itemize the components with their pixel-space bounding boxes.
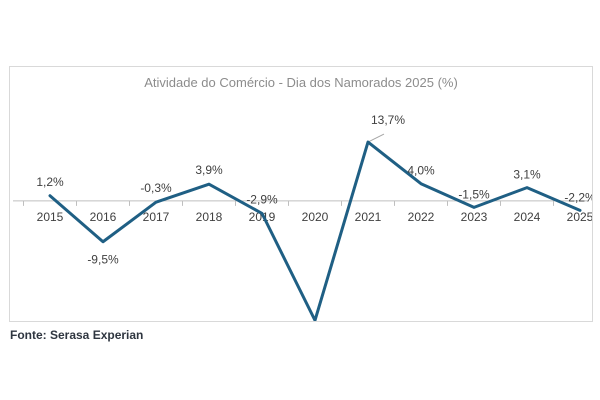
data-label: 4,0% — [407, 164, 435, 178]
x-tick-label: 2025 — [567, 210, 592, 224]
chart-frame: Atividade do Comércio - Dia dos Namorado… — [9, 66, 593, 322]
data-label: 13,7% — [371, 113, 405, 127]
x-tick-label: 2015 — [37, 210, 64, 224]
label-leader — [367, 133, 385, 143]
x-tick-label: 2022 — [408, 210, 435, 224]
series-line — [48, 140, 582, 321]
x-axis-tick-labels: 2015 2016 2017 2018 2019 2020 2021 2022 2023 2024… — [37, 210, 592, 224]
x-tick-label: 2024 — [514, 210, 541, 224]
data-label: 1,2% — [36, 175, 64, 189]
data-label: -2,2% — [564, 190, 592, 204]
x-tick-label: 2021 — [355, 210, 382, 224]
source-note: Fonte: Serasa Experian — [10, 328, 144, 342]
data-label: -2,9% — [246, 192, 278, 206]
x-axis-ticks — [23, 200, 554, 206]
data-label: -0,3% — [140, 181, 172, 195]
data-label: 3,1% — [513, 168, 541, 182]
chart-title: Atividade do Comércio - Dia dos Namorado… — [144, 75, 458, 90]
x-tick-label: 2023 — [461, 210, 488, 224]
x-tick-label: 2020 — [302, 210, 329, 224]
data-label: -9,5% — [87, 253, 119, 267]
data-label: -1,5% — [458, 187, 490, 201]
label-leader-lines — [367, 133, 385, 143]
data-labels: 1,2%-9,5%-0,3%3,9%-2,9%-27,8%13,7%4,0%-1… — [36, 113, 592, 267]
data-label: 3,9% — [195, 163, 223, 177]
line-chart: Atividade do Comércio - Dia dos Namorado… — [13, 75, 592, 321]
x-tick-label: 2018 — [196, 210, 223, 224]
x-tick-label: 2016 — [90, 210, 117, 224]
x-tick-label: 2017 — [143, 210, 170, 224]
